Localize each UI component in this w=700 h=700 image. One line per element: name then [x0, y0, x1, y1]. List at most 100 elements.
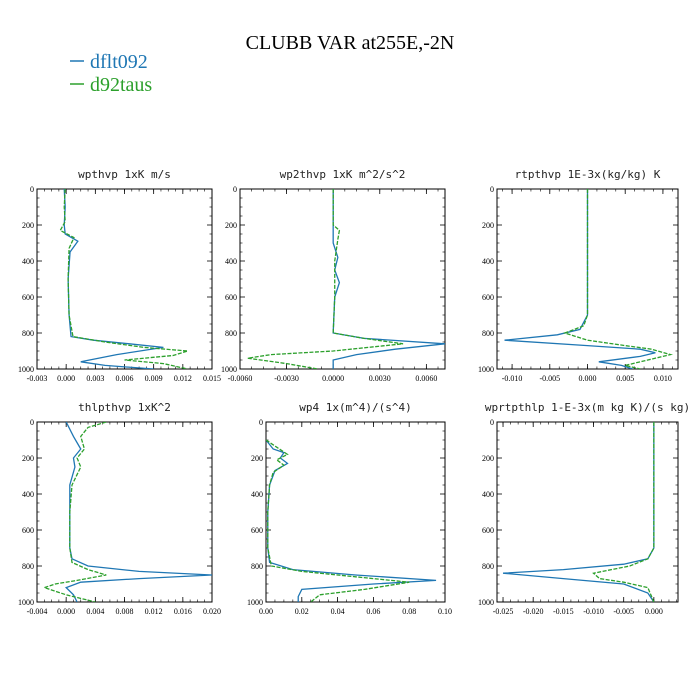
y-tick-label: 800	[225, 329, 237, 338]
x-tick-label: 0.015	[203, 374, 221, 383]
y-tick-label: 600	[22, 526, 34, 535]
legend: dflt092 d92taus	[70, 51, 152, 96]
x-tick-label: -0.010	[583, 607, 604, 616]
y-tick-label: 1000	[247, 598, 263, 607]
y-tick-label: 0	[30, 185, 34, 194]
series-line-d92taus	[42, 422, 107, 602]
y-tick-label: 200	[22, 454, 34, 463]
x-tick-label: 0.009	[145, 374, 163, 383]
x-tick-label: 0.020	[203, 607, 221, 616]
x-tick-label: 0.0030	[369, 374, 391, 383]
y-tick-label: 600	[22, 293, 34, 302]
subplot-rtpthvp: rtpthvp 1E-3x(kg/kg) K -0.010 -0.005 0.000 0…	[478, 168, 679, 383]
y-tick-label: 1000	[221, 365, 237, 374]
figure-title: CLUBB VAR at255E,-2N	[246, 32, 455, 54]
x-tick-label: 0.06	[366, 607, 380, 616]
x-tick-label: -0.005	[539, 374, 560, 383]
x-tick-label: 0.000	[645, 607, 663, 616]
y-tick-label: 800	[482, 562, 494, 571]
subplot-title-wprtpthlp: wprtpthlp 1-E-3x(m kg K)/(s kg)	[485, 401, 690, 414]
series-line-dflt092	[64, 422, 212, 602]
y-tick-label: 0	[490, 418, 494, 427]
subplot-wprtpthlp: wprtpthlp 1-E-3x(m kg K)/(s kg) -0.025 -0.…	[478, 401, 690, 616]
subplot-title-wpthvp: wpthvp 1xK m/s	[78, 168, 171, 181]
subplot-wp4: wp4 1x(m^4)/(s^4) 0.00 0.02 0.04 0.06 0.08 0.1…	[247, 401, 452, 616]
y-tick-label: 200	[225, 221, 237, 230]
x-tick-label: 0.004	[86, 607, 104, 616]
y-tick-label: 0	[30, 418, 34, 427]
y-tick-label: 0	[259, 418, 263, 427]
y-tick-label: 200	[251, 454, 263, 463]
series-line-dflt092	[266, 439, 437, 602]
legend-label-dflt092: dflt092	[90, 51, 148, 73]
y-tick-label: 0	[233, 185, 237, 194]
x-tick-label: -0.0060	[228, 374, 253, 383]
subplot-frame-thlpthvp	[36, 421, 213, 603]
y-tick-label: 1000	[478, 598, 494, 607]
subplot-grid: wpthvp 1xK m/s-0.003 0.000 0.003 0.006 0.009…	[18, 168, 690, 616]
y-tick-label: 400	[22, 257, 34, 266]
y-tick-label: 600	[482, 293, 494, 302]
y-tick-label: 1000	[18, 365, 34, 374]
series-line-dflt092	[502, 422, 655, 602]
x-tick-label: -0.025	[493, 607, 514, 616]
series-line-dflt092	[504, 189, 656, 369]
x-tick-label: 0.008	[116, 607, 134, 616]
series-line-dflt092	[63, 189, 164, 369]
x-tick-label: 0.006	[116, 374, 134, 383]
y-tick-label: 1000	[18, 598, 34, 607]
subplot-title-wp4: wp4 1x(m^4)/(s^4)	[299, 401, 412, 414]
x-tick-label: 0.02	[295, 607, 309, 616]
y-tick-label: 800	[251, 562, 263, 571]
x-tick-label: 0.04	[331, 607, 345, 616]
x-tick-label: -0.015	[553, 607, 574, 616]
x-tick-label: 0.00	[259, 607, 273, 616]
y-tick-label: 400	[22, 490, 34, 499]
y-tick-label: 800	[22, 562, 34, 571]
y-tick-label: 600	[225, 293, 237, 302]
subplot-title-wp2thvp: wp2thvp 1xK m^2/s^2	[280, 168, 406, 181]
y-tick-label: 0	[490, 185, 494, 194]
series-line-d92taus	[266, 439, 410, 602]
y-tick-label: 400	[482, 257, 494, 266]
x-tick-label: 0.0000	[322, 374, 344, 383]
subplot-frame-wpthvp	[36, 188, 213, 370]
y-tick-label: 800	[482, 329, 494, 338]
x-tick-label: -0.010	[502, 374, 523, 383]
y-tick-label: 200	[482, 221, 494, 230]
y-tick-label: 600	[251, 526, 263, 535]
x-tick-label: 0.012	[145, 607, 163, 616]
x-tick-label: 0.000	[57, 607, 75, 616]
x-tick-label: -0.020	[523, 607, 544, 616]
series-line-d92taus	[59, 189, 188, 369]
x-tick-label: 0.010	[654, 374, 672, 383]
x-tick-label: 0.10	[438, 607, 452, 616]
y-tick-label: 400	[251, 490, 263, 499]
y-tick-label: 800	[22, 329, 34, 338]
y-tick-label: 200	[482, 454, 494, 463]
subplot-title-rtpthvp: rtpthvp 1E-3x(kg/kg) K	[515, 168, 661, 181]
x-tick-label: -0.003	[27, 374, 48, 383]
y-tick-label: 1000	[478, 365, 494, 374]
series-line-d92taus	[247, 189, 404, 369]
series-line-d92taus	[592, 422, 655, 602]
x-tick-label: 0.003	[86, 374, 104, 383]
x-tick-label: 0.016	[174, 607, 192, 616]
x-tick-label: -0.0030	[274, 374, 299, 383]
y-tick-label: 600	[482, 526, 494, 535]
x-tick-label: 0.0060	[415, 374, 437, 383]
subplot-wp2thvp: wp2thvp 1xK m^2/s^2 -0.0060 -0.0030 0.0000 0…	[221, 168, 446, 383]
x-tick-label: 0.08	[402, 607, 416, 616]
subplot-thlpthvp: thlpthvp 1xK^2 -0.004 0.000 0.004 0.008 0.012…	[18, 401, 221, 616]
y-tick-label: 400	[225, 257, 237, 266]
x-tick-label: -0.004	[27, 607, 48, 616]
series-line-dflt092	[332, 189, 445, 369]
subplot-wpthvp: wpthvp 1xK m/s -0.003 0.000 0.003 0.006 0.009…	[18, 168, 221, 383]
subplot-title-thlpthvp: thlpthvp 1xK^2	[78, 401, 171, 414]
y-tick-label: 400	[482, 490, 494, 499]
series-line-d92taus	[562, 189, 674, 369]
x-tick-label: 0.000	[57, 374, 75, 383]
x-tick-label: 0.000	[579, 374, 597, 383]
x-tick-label: -0.005	[613, 607, 634, 616]
